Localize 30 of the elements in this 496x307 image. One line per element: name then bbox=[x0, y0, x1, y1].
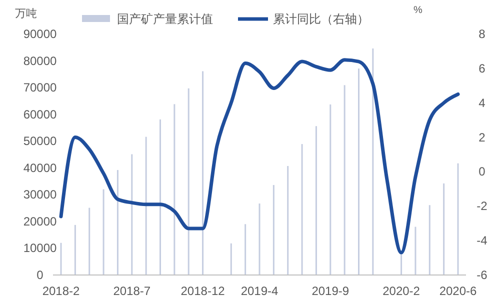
x-tick-label: 2018-7 bbox=[113, 284, 151, 298]
y-tick-label: 40000 bbox=[23, 160, 58, 175]
y2-tick-label: 8 bbox=[478, 27, 486, 41]
y2-tick-label: 4 bbox=[478, 96, 486, 110]
x-tick-label: 2019-4 bbox=[240, 284, 279, 298]
y2-tick-label: -2 bbox=[476, 199, 488, 214]
y-tick-label: 80000 bbox=[23, 54, 58, 68]
legend-label: 累计同比（右轴） bbox=[273, 12, 369, 26]
y-tick-label: 90000 bbox=[23, 27, 58, 41]
y-tick-label: 50000 bbox=[23, 134, 58, 148]
x-tick-label: 2019-9 bbox=[312, 284, 350, 298]
x-tick-label: 2020-2 bbox=[382, 284, 420, 298]
line-series bbox=[59, 58, 460, 254]
x-tick-label: 2018-12 bbox=[180, 284, 226, 298]
y2-tick-label: 0 bbox=[478, 164, 486, 179]
y2-tick-label: 2 bbox=[478, 130, 486, 144]
y-tick-label: 30000 bbox=[23, 188, 58, 202]
y2-axis-title: % bbox=[414, 5, 423, 16]
y-tick-label: 70000 bbox=[23, 80, 58, 95]
x-tick-label: 2018-2 bbox=[42, 284, 80, 298]
y2-tick-label: 6 bbox=[478, 61, 486, 76]
y-tick-label: 10000 bbox=[23, 241, 58, 256]
y2-tick-label: -6 bbox=[476, 268, 488, 282]
x-tick-label: 2020-6 bbox=[439, 284, 478, 298]
legend-label: 国产矿产量累计值 bbox=[117, 12, 213, 26]
y2-tick-label: -4 bbox=[476, 234, 488, 248]
y-tick-label: 0 bbox=[36, 268, 44, 282]
y-tick-label: 20000 bbox=[23, 214, 58, 228]
y-axis-title: 万吨 bbox=[15, 7, 37, 20]
y-tick-label: 60000 bbox=[23, 107, 58, 122]
